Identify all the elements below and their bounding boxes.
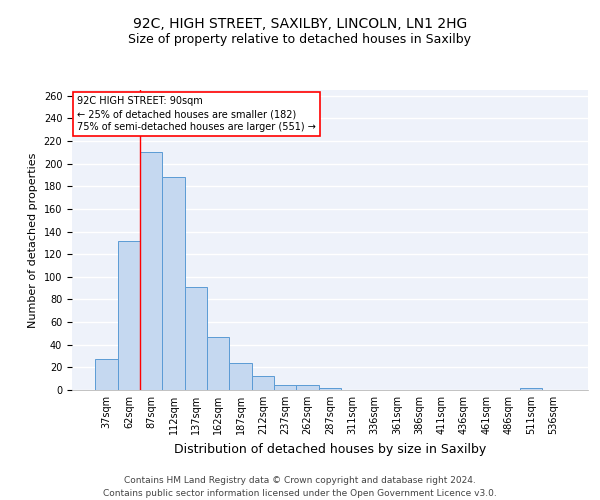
Text: 92C HIGH STREET: 90sqm
← 25% of detached houses are smaller (182)
75% of semi-de: 92C HIGH STREET: 90sqm ← 25% of detached…	[77, 96, 316, 132]
Text: Size of property relative to detached houses in Saxilby: Size of property relative to detached ho…	[128, 32, 472, 46]
Bar	[140, 152, 163, 390]
Bar	[95, 360, 118, 390]
Bar	[520, 388, 542, 390]
Bar	[118, 240, 140, 390]
Bar	[229, 363, 252, 390]
Text: Contains HM Land Registry data © Crown copyright and database right 2024.
Contai: Contains HM Land Registry data © Crown c…	[103, 476, 497, 498]
Y-axis label: Number of detached properties: Number of detached properties	[28, 152, 38, 328]
Bar	[185, 287, 207, 390]
Bar	[274, 386, 296, 390]
Bar	[319, 388, 341, 390]
Bar	[252, 376, 274, 390]
Bar	[296, 386, 319, 390]
X-axis label: Distribution of detached houses by size in Saxilby: Distribution of detached houses by size …	[174, 442, 486, 456]
Bar	[207, 337, 229, 390]
Bar	[163, 177, 185, 390]
Text: 92C, HIGH STREET, SAXILBY, LINCOLN, LN1 2HG: 92C, HIGH STREET, SAXILBY, LINCOLN, LN1 …	[133, 18, 467, 32]
